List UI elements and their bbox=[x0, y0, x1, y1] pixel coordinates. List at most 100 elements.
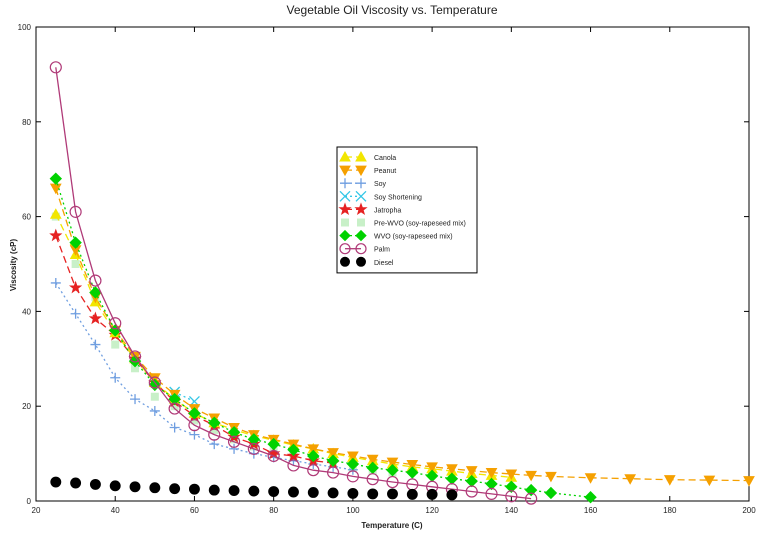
data-point-palm bbox=[128, 350, 142, 363]
data-point-wvo-soy-rapeseed-mix bbox=[584, 491, 597, 504]
data-point-palm bbox=[89, 274, 102, 287]
data-point-wvo-soy-rapeseed-mix bbox=[208, 416, 221, 429]
data-point-wvo-soy-rapeseed-mix bbox=[49, 172, 63, 185]
data-point-palm bbox=[465, 485, 478, 498]
series-peanut bbox=[49, 183, 755, 487]
data-point-diesel bbox=[109, 480, 121, 492]
data-point-diesel bbox=[228, 485, 240, 497]
data-point-palm bbox=[208, 428, 221, 441]
x-tick-label: 60 bbox=[190, 506, 199, 515]
data-point-wvo-soy-rapeseed-mix bbox=[326, 454, 340, 467]
data-point-palm bbox=[148, 376, 161, 389]
data-point-diesel bbox=[288, 486, 299, 498]
legend-marker-pre-wvo-soy-rapeseed-mix bbox=[341, 218, 349, 227]
data-point-pre-wvo-soy-rapeseed-mix bbox=[170, 402, 179, 411]
data-point-peanut bbox=[327, 448, 339, 459]
data-point-soy bbox=[169, 422, 180, 433]
data-point-peanut bbox=[406, 460, 419, 471]
data-point-palm bbox=[307, 464, 320, 477]
data-point-wvo-soy-rapeseed-mix bbox=[307, 449, 320, 463]
legend-marker-wvo-soy-rapeseed-mix bbox=[339, 229, 351, 242]
data-point-pre-wvo-soy-rapeseed-mix bbox=[111, 340, 120, 349]
legend-marker-wvo-soy-rapeseed-mix bbox=[355, 229, 367, 242]
data-point-soy bbox=[209, 439, 220, 450]
series-diesel bbox=[50, 476, 458, 501]
data-point-palm bbox=[69, 205, 82, 218]
data-point-soy bbox=[70, 308, 81, 319]
data-point-palm bbox=[346, 470, 359, 483]
data-point-soy bbox=[110, 372, 121, 383]
data-point-wvo-soy-rapeseed-mix bbox=[287, 443, 300, 457]
data-point-diesel bbox=[70, 477, 82, 489]
legend-marker-peanut bbox=[355, 165, 367, 177]
x-tick-label: 120 bbox=[425, 506, 439, 515]
legend-label-diesel: Diesel bbox=[374, 260, 394, 267]
data-point-palm bbox=[227, 435, 241, 448]
data-point-palm bbox=[366, 473, 379, 486]
series-palm bbox=[49, 61, 538, 505]
y-tick-label: 0 bbox=[27, 497, 32, 506]
data-point-palm bbox=[525, 492, 538, 505]
legend-label-canola: Canola bbox=[374, 155, 396, 162]
data-point-wvo-soy-rapeseed-mix bbox=[524, 483, 538, 497]
data-point-peanut bbox=[525, 470, 537, 482]
legend-label-wvo-soy-rapeseed-mix: WVO (soy-rapeseed mix) bbox=[374, 234, 453, 241]
data-point-peanut bbox=[465, 466, 478, 477]
data-point-diesel bbox=[50, 476, 62, 488]
legend-marker-soy bbox=[340, 178, 350, 189]
legend-label-soy-shortening: Soy Shortening bbox=[374, 194, 422, 201]
data-point-peanut bbox=[307, 444, 320, 455]
y-tick-label: 60 bbox=[22, 213, 31, 222]
data-point-diesel bbox=[367, 488, 379, 500]
data-point-palm bbox=[326, 466, 340, 479]
data-point-peanut bbox=[446, 464, 458, 475]
x-tick-label: 180 bbox=[663, 506, 677, 515]
legend-marker-jatropha bbox=[338, 202, 352, 215]
data-point-soy bbox=[90, 339, 101, 350]
data-point-wvo-soy-rapeseed-mix bbox=[89, 286, 102, 299]
data-point-palm bbox=[505, 490, 518, 503]
data-point-peanut bbox=[347, 451, 359, 462]
legend-label-pre-wvo-soy-rapeseed-mix: Pre-WVO (soy-rapeseed mix) bbox=[374, 221, 466, 228]
series-line-soy-shortening bbox=[174, 391, 195, 403]
legend: Canola Peanut Soy Soy Shortening Jatropha Pre… bbox=[336, 146, 478, 274]
data-point-wvo-soy-rapeseed-mix bbox=[188, 407, 201, 420]
data-point-palm bbox=[109, 317, 122, 330]
data-point-diesel bbox=[307, 487, 319, 498]
x-tick-label: 200 bbox=[742, 506, 756, 515]
data-point-palm bbox=[168, 402, 181, 415]
x-tick-label: 160 bbox=[584, 506, 598, 515]
y-tick-label: 100 bbox=[18, 23, 32, 32]
chart-title: Vegetable Oil Viscosity vs. Temperature bbox=[287, 3, 498, 17]
data-point-wvo-soy-rapeseed-mix bbox=[227, 426, 241, 439]
data-point-jatropha bbox=[68, 280, 83, 294]
data-point-pre-wvo-soy-rapeseed-mix bbox=[131, 364, 140, 373]
data-point-soy bbox=[149, 405, 160, 416]
data-point-diesel bbox=[406, 488, 418, 500]
legend-marker-canola bbox=[339, 150, 351, 162]
data-point-jatropha bbox=[88, 311, 102, 325]
x-tick-label: 20 bbox=[32, 506, 41, 515]
data-point-wvo-soy-rapeseed-mix bbox=[267, 437, 280, 451]
x-tick-label: 80 bbox=[269, 506, 278, 515]
y-tick-label: 40 bbox=[22, 307, 31, 316]
data-point-peanut bbox=[386, 457, 399, 469]
data-point-soy bbox=[229, 443, 240, 454]
data-point-soy bbox=[130, 394, 141, 405]
legend-marker-canola bbox=[355, 150, 367, 162]
data-point-palm bbox=[287, 459, 300, 472]
data-point-peanut bbox=[663, 475, 676, 486]
legend-marker-soy bbox=[356, 178, 366, 189]
data-point-wvo-soy-rapeseed-mix bbox=[406, 466, 419, 479]
legend-marker-peanut bbox=[339, 165, 351, 177]
legend-marker-pre-wvo-soy-rapeseed-mix bbox=[357, 218, 365, 227]
data-point-palm bbox=[49, 61, 62, 74]
data-point-diesel bbox=[208, 484, 220, 496]
data-point-diesel bbox=[188, 483, 200, 495]
x-tick-label: 100 bbox=[346, 506, 360, 515]
data-point-diesel bbox=[446, 489, 458, 501]
data-point-peanut bbox=[703, 475, 716, 487]
data-point-wvo-soy-rapeseed-mix bbox=[544, 486, 558, 500]
